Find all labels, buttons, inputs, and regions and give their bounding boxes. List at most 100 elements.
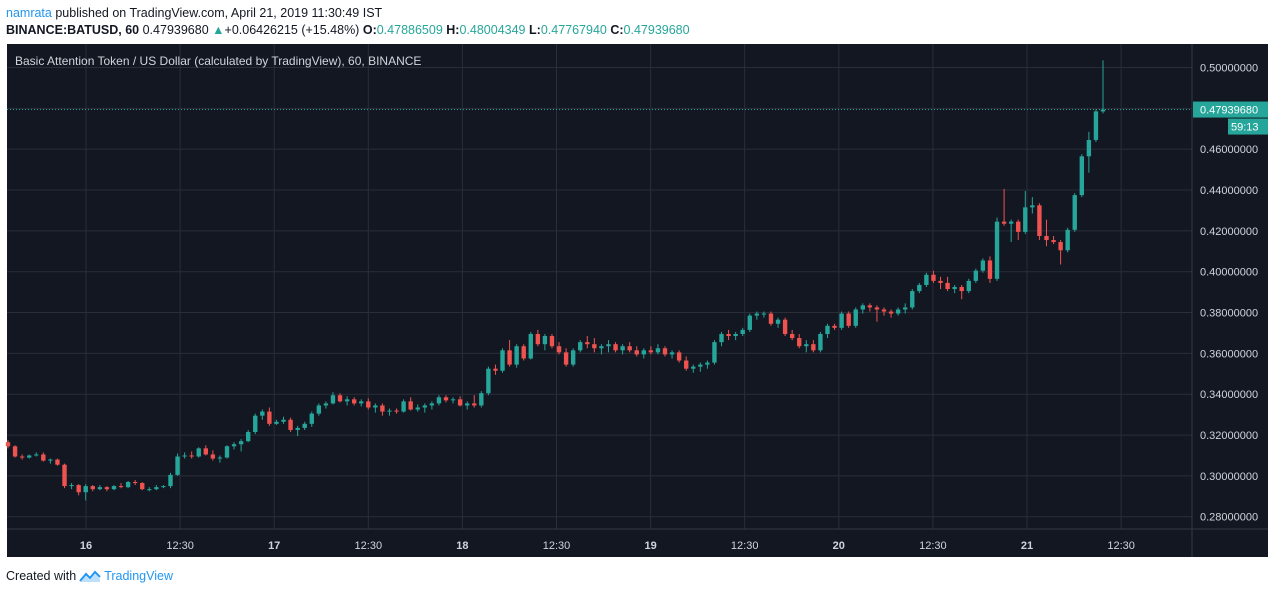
- x-tick-label: 16: [80, 540, 92, 552]
- candle-body: [12, 446, 18, 457]
- candle-body: [500, 350, 505, 371]
- x-tick-label: 12:30: [355, 540, 383, 552]
- candle-body: [959, 287, 964, 292]
- candle-body: [1100, 109, 1106, 112]
- candle-body: [585, 342, 590, 345]
- candle-body: [931, 274, 936, 281]
- candle-body: [712, 342, 717, 363]
- candle-body: [147, 489, 152, 491]
- candle-body: [274, 421, 279, 424]
- candle-body: [111, 486, 117, 490]
- y-tick-label: 0.42000000: [1200, 226, 1258, 238]
- candle-body: [705, 362, 710, 365]
- candle-body: [521, 346, 526, 359]
- y-tick-label: 0.44000000: [1200, 185, 1258, 197]
- chart-title: Basic Attention Token / US Dollar (calcu…: [15, 54, 421, 68]
- candle-body: [182, 455, 187, 457]
- created-with-text: Created with: [6, 569, 77, 583]
- candle-body: [853, 309, 858, 326]
- y-tick-label: 0.38000000: [1200, 308, 1258, 320]
- y-tick-label: 0.40000000: [1200, 267, 1258, 279]
- last-price: 0.47939680: [142, 23, 209, 37]
- candle-body: [168, 474, 173, 487]
- candle-body: [874, 307, 880, 310]
- candle-body: [507, 350, 512, 365]
- price-chart[interactable]: Basic Attention Token / US Dollar (calcu…: [0, 0, 1274, 560]
- candle-body: [1072, 195, 1077, 230]
- candle-body: [55, 459, 60, 465]
- y-tick-label: 0.34000000: [1200, 389, 1258, 401]
- candle-body: [797, 338, 802, 347]
- candle-body: [514, 346, 519, 365]
- candle-body: [140, 483, 145, 490]
- candle-body: [811, 344, 816, 351]
- candle-body: [436, 397, 442, 404]
- candle-body: [818, 333, 823, 351]
- candle-body: [691, 366, 696, 369]
- candle-body: [1058, 242, 1063, 251]
- candle-body: [76, 485, 81, 493]
- candle-body: [394, 410, 399, 412]
- candle-body: [450, 399, 456, 401]
- tradingview-brand-link[interactable]: TradingView: [104, 569, 173, 583]
- high-label: H:: [446, 23, 460, 37]
- candle-body: [387, 410, 392, 412]
- candle-body: [782, 319, 788, 334]
- last-price-tag: [1193, 101, 1268, 118]
- candle-body: [627, 346, 632, 351]
- candle-body: [62, 464, 67, 487]
- candle-body: [1051, 240, 1056, 243]
- publisher-username[interactable]: namrata: [6, 6, 52, 20]
- candle-body: [733, 333, 738, 337]
- y-tick-label: 0.30000000: [1200, 471, 1258, 483]
- candle-body: [832, 325, 837, 328]
- candle-body: [570, 350, 576, 365]
- y-tick-label: 0.46000000: [1200, 144, 1258, 156]
- candle-body: [578, 342, 583, 351]
- candle-body: [556, 346, 562, 353]
- candle-body: [1065, 229, 1070, 251]
- candle-body: [662, 348, 668, 355]
- close-value: 0.47939680: [623, 23, 690, 37]
- candle-body: [154, 487, 159, 490]
- candle-body: [903, 307, 908, 310]
- candle-body: [231, 444, 237, 447]
- symbol-label: BINANCE:BATUSD, 60: [6, 23, 140, 37]
- x-tick-label: 21: [1021, 540, 1033, 552]
- x-tick-label: 20: [833, 540, 845, 552]
- candle-body: [669, 352, 675, 355]
- candle-body: [19, 456, 25, 458]
- candle-body: [27, 455, 32, 458]
- candle-body: [97, 487, 103, 490]
- candle-body: [910, 291, 915, 308]
- chart-background: [7, 44, 1268, 557]
- y-tick-label: 0.50000000: [1200, 62, 1258, 74]
- candle-body: [5, 442, 11, 447]
- candle-body: [210, 454, 216, 459]
- candle-body: [281, 419, 286, 422]
- candle-body: [175, 456, 180, 475]
- candle-body: [775, 319, 781, 324]
- candle-body: [867, 305, 873, 308]
- time-axis[interactable]: 16 12:30 17 12:30 18 12:30 19 12:30 20 12:30 21 12:…: [80, 540, 1135, 552]
- candle-body: [288, 419, 293, 430]
- candle-body: [535, 333, 541, 345]
- candle-body: [881, 309, 887, 312]
- publish-info: namrata published on TradingView.com, Ap…: [6, 4, 382, 22]
- ohlc-legend: BINANCE:BATUSD, 60 0.47939680 ▲+0.064262…: [6, 21, 690, 39]
- candle-body: [592, 344, 597, 349]
- candle-body: [260, 411, 265, 416]
- candle-body: [309, 413, 314, 424]
- candle-body: [486, 368, 491, 394]
- candle-body: [316, 405, 322, 414]
- price-axis[interactable]: 0.500000000.480000000.460000000.44000000…: [1200, 62, 1258, 523]
- candle-body: [90, 486, 95, 490]
- candle-body: [945, 282, 950, 290]
- candle-body: [118, 486, 124, 488]
- x-tick-label: 12:30: [1107, 540, 1135, 552]
- low-label: L:: [529, 23, 541, 37]
- candle-body: [648, 350, 654, 353]
- candle-body: [542, 336, 548, 345]
- candle-body: [359, 401, 364, 404]
- candle-body: [429, 403, 435, 406]
